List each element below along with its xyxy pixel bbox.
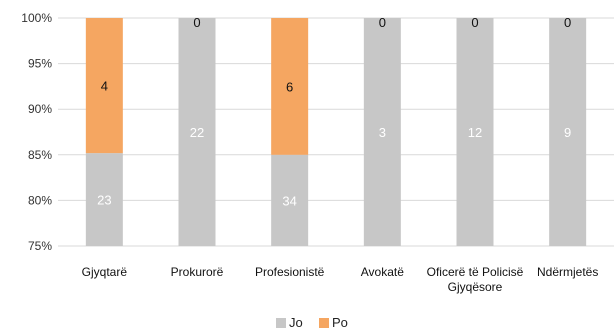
legend-label-jo: Jo [289,315,303,330]
data-label-po-2: 6 [286,79,293,94]
legend-label-po: Po [332,315,348,330]
y-tick-label: 95% [28,57,52,71]
data-labels: 23 4 22 0 34 6 3 0 12 0 9 0 [97,15,571,208]
data-label-po-1: 0 [193,15,200,30]
data-label-jo-5: 9 [564,125,571,140]
y-tick-label: 80% [28,193,52,207]
x-category-label: Gjyqësore [448,280,503,294]
x-category-label: Prokurorë [171,265,224,279]
data-label-jo-3: 3 [379,125,386,140]
gridlines [58,18,614,246]
y-tick-label: 100% [21,11,52,25]
data-label-po-3: 0 [379,15,386,30]
y-tick-label: 90% [28,102,52,116]
x-category-label: Oficerë të Policisë [427,265,524,279]
x-category-label: Gjyqtarë [82,265,128,279]
data-label-po-0: 4 [101,79,108,94]
x-category-label: Profesionistë [255,265,325,279]
data-label-po-5: 0 [564,15,571,30]
data-label-jo-4: 12 [468,125,482,140]
x-category-label: Ndërmjetës [537,265,598,279]
bars [86,18,586,246]
x-category-label: Avokatë [361,265,404,279]
data-label-jo-2: 34 [282,193,296,208]
y-tick-label: 75% [28,239,52,253]
legend-swatch-jo [276,318,286,328]
x-axis: Gjyqtarë Prokurorë Profesionistë Avokatë Ofi… [82,265,599,294]
y-axis: 75% 80% 85% 90% 95% 100% [21,11,52,253]
legend-swatch-po [319,318,329,328]
data-label-jo-1: 22 [190,125,204,140]
data-label-po-4: 0 [471,15,478,30]
data-label-jo-0: 23 [97,193,111,208]
y-tick-label: 85% [28,148,52,162]
legend: Jo Po [276,315,348,330]
